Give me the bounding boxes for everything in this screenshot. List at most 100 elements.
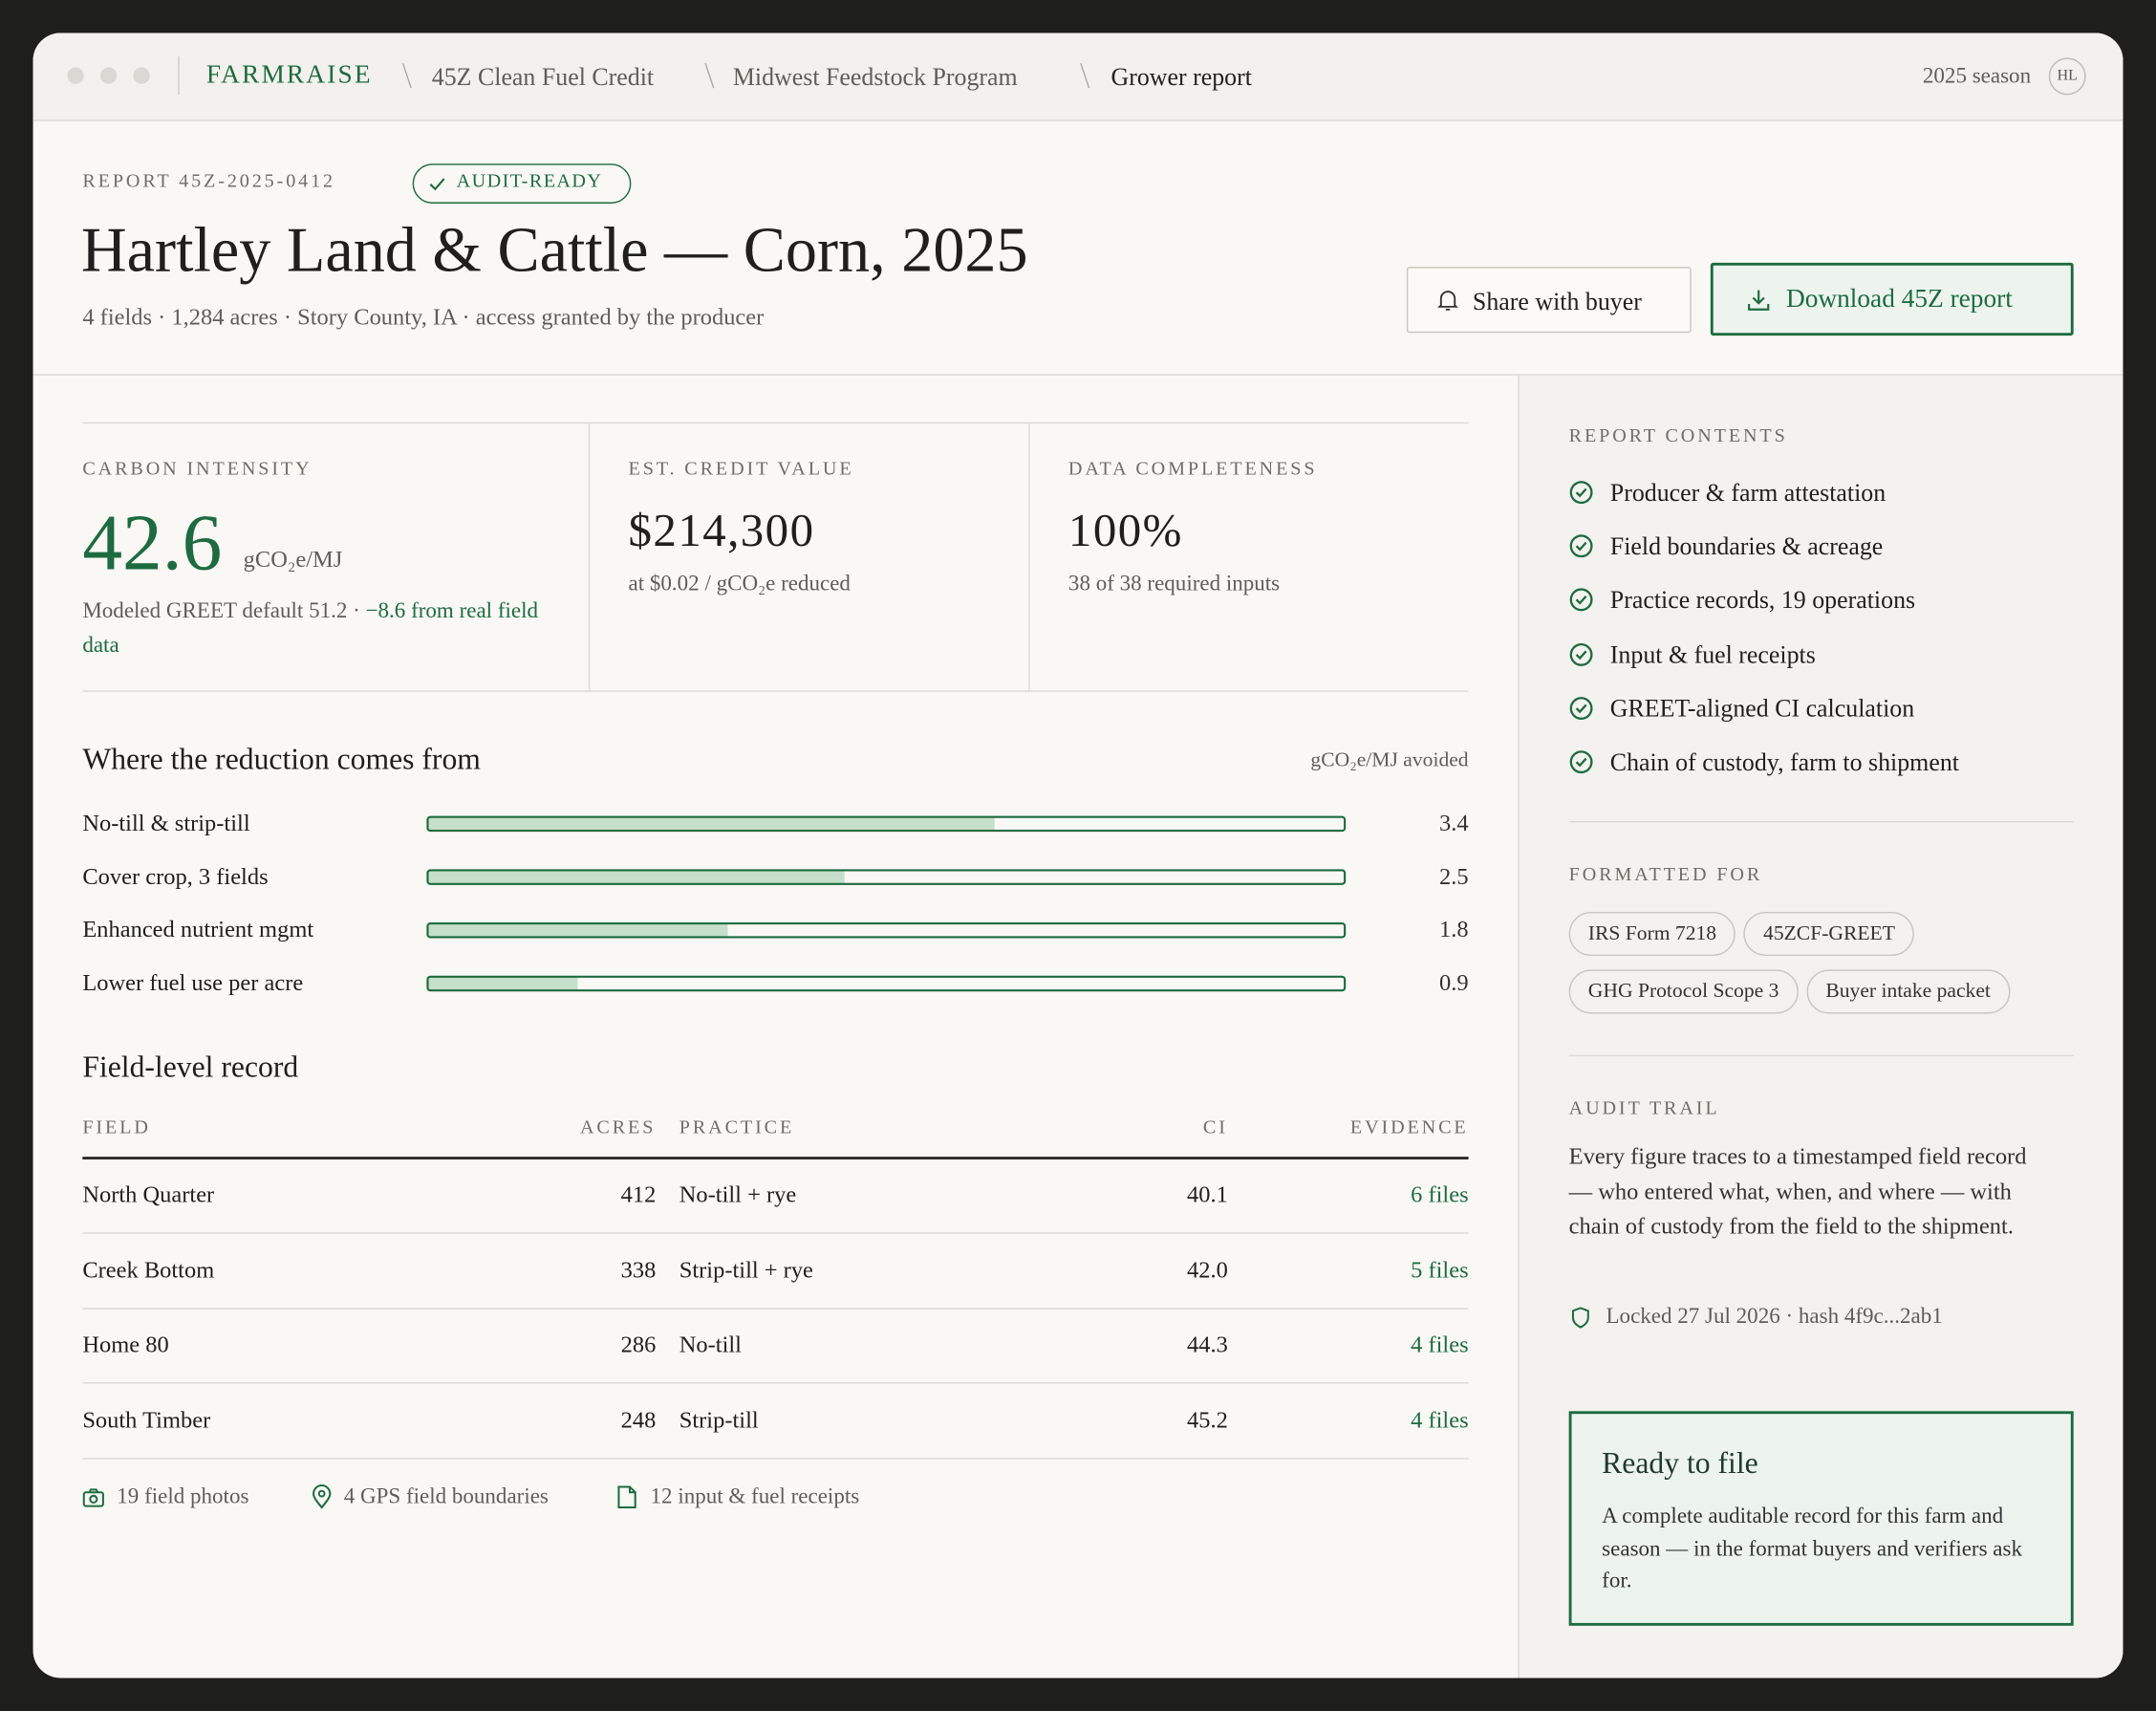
ready-title: Ready to file xyxy=(1602,1445,1758,1481)
practice: No-till xyxy=(679,1331,742,1358)
row-divider xyxy=(82,1457,1469,1459)
ci: 40.1 xyxy=(1187,1181,1228,1208)
sidebar-heading: REPORT CONTENTS xyxy=(1568,426,1788,447)
bar-fill xyxy=(427,923,728,938)
sidebar-divider xyxy=(1568,821,2074,823)
evidence-link[interactable]: 4 files xyxy=(1411,1406,1469,1433)
delta: −8.6 from real field data xyxy=(82,599,539,658)
column-header: CI xyxy=(1202,1117,1228,1139)
metric-label: DATA COMPLETENESS xyxy=(1067,459,1318,481)
format-pills: IRS Form 7218 45ZCF-GREET GHG Protocol Sco… xyxy=(1568,911,2092,1028)
metric-value: 42.6 xyxy=(82,497,223,588)
bar-label: No-till & strip-till xyxy=(82,810,250,836)
bar-value: 0.9 xyxy=(1439,969,1469,996)
header-divider xyxy=(32,374,2124,376)
check-circle-icon xyxy=(1569,534,1593,558)
practice: Strip-till + rye xyxy=(679,1256,813,1283)
check-circle-icon xyxy=(1569,642,1593,666)
report-subtitle: 4 fields · 1,284 acres · Story County, I… xyxy=(82,303,765,331)
ready-box: Ready to file A complete auditable recor… xyxy=(1568,1411,2074,1626)
evidence-item: 12 input & fuel receipts xyxy=(650,1485,860,1509)
bell-icon xyxy=(1437,291,1458,311)
contents-item: Input & fuel receipts xyxy=(1609,639,1816,668)
file-icon xyxy=(617,1485,636,1509)
button-label: Share with buyer xyxy=(1472,287,1642,315)
check-circle-icon xyxy=(1569,481,1593,505)
contents-item: Producer & farm attestation xyxy=(1609,478,1886,507)
metric-value: $214,300 xyxy=(628,506,815,557)
bar-track xyxy=(426,815,1347,833)
row-divider xyxy=(82,1232,1469,1234)
table-header-rule xyxy=(82,1157,1469,1160)
window-dots xyxy=(67,55,180,96)
evidence-link[interactable]: 6 files xyxy=(1411,1181,1469,1208)
evidence-link[interactable]: 4 files xyxy=(1411,1331,1469,1358)
metrics-top-line xyxy=(82,422,1469,424)
download-button[interactable]: Download 45Z report xyxy=(1710,262,2074,336)
download-icon xyxy=(1748,290,1770,311)
bar-label: Lower fuel use per acre xyxy=(82,969,304,996)
bar-label: Enhanced nutrient mgmt xyxy=(82,916,314,943)
column-header: PRACTICE xyxy=(679,1117,795,1139)
check-circle-icon xyxy=(1569,588,1593,612)
metric-note: 38 of 38 required inputs xyxy=(1067,572,1281,596)
bar-fill xyxy=(427,870,845,884)
table-title: Field-level record xyxy=(82,1049,299,1084)
badge: AUDIT-READY xyxy=(412,163,632,204)
row-divider xyxy=(82,1382,1469,1384)
bar-track xyxy=(426,975,1347,992)
reduction-chart xyxy=(426,815,1347,992)
evidence-item: 19 field photos xyxy=(117,1485,249,1509)
top-bar xyxy=(32,32,2124,121)
bar-value: 2.5 xyxy=(1439,863,1469,890)
share-button[interactable]: Share with buyer xyxy=(1406,267,1692,334)
button-label: Download 45Z report xyxy=(1785,284,2013,314)
avatar[interactable]: HL xyxy=(2048,57,2086,96)
acres: 248 xyxy=(620,1406,657,1433)
metric-value: 100% xyxy=(1067,506,1183,557)
bar-value: 3.4 xyxy=(1439,810,1469,836)
column-header: EVIDENCE xyxy=(1349,1117,1469,1139)
practice: Strip-till xyxy=(679,1406,759,1433)
field-name: Home 80 xyxy=(82,1331,169,1358)
bar-label: Cover crop, 3 fields xyxy=(82,863,269,890)
pin-icon xyxy=(313,1484,332,1509)
field-name: Creek Bottom xyxy=(82,1256,215,1283)
ready-text: A complete auditable record for this far… xyxy=(1602,1505,2022,1593)
column-header: ACRES xyxy=(579,1117,657,1139)
bar-track xyxy=(426,922,1347,939)
metric-divider xyxy=(1028,423,1030,691)
check-circle-icon xyxy=(1569,696,1593,720)
chart-unit: gCO₂e/MJ avoided xyxy=(1310,749,1469,772)
badge-label: AUDIT-READY xyxy=(456,171,603,193)
contents-item: Field boundaries & acreage xyxy=(1609,532,1884,560)
report-id: REPORT 45Z-2025-0412 xyxy=(82,171,336,193)
sidebar-heading: AUDIT TRAIL xyxy=(1568,1098,1720,1120)
format-pill: Buyer intake packet xyxy=(1806,969,2011,1014)
breadcrumb[interactable]: 45Z Clean Fuel Credit xyxy=(431,63,655,91)
shield-icon xyxy=(1571,1307,1589,1329)
practice: No-till + rye xyxy=(679,1181,797,1208)
bar-fill xyxy=(427,816,995,832)
note: Modeled GREET default 51.2 · xyxy=(82,599,366,623)
metrics-bottom-line xyxy=(82,690,1469,692)
brand[interactable]: FARMRAISE xyxy=(205,60,373,90)
evidence-link[interactable]: 5 files xyxy=(1411,1256,1469,1283)
row-divider xyxy=(82,1307,1469,1310)
field-name: North Quarter xyxy=(82,1181,215,1208)
camera-icon xyxy=(82,1488,104,1507)
season: 2025 season xyxy=(1922,64,2032,89)
contents-item: GREET-aligned CI calculation xyxy=(1609,694,1915,723)
bar-value: 1.8 xyxy=(1439,916,1469,943)
screen: FARMRAISE 45Z Clean Fuel Credit Midwest … xyxy=(32,32,2124,1679)
format-pill: 45ZCF-GREET xyxy=(1743,911,1915,957)
breadcrumb[interactable]: Midwest Feedstock Program xyxy=(732,63,1018,91)
metric-note: Modeled GREET default 51.2 · −8.6 from r… xyxy=(82,595,550,663)
metric-divider xyxy=(588,423,591,691)
field-name: South Timber xyxy=(82,1406,211,1433)
bar-track xyxy=(426,869,1347,885)
contents-item: Chain of custody, farm to shipment xyxy=(1609,747,1959,776)
report-title: Hartley Land & Cattle — Corn, 2025 xyxy=(80,214,1028,285)
chart-title: Where the reduction comes from xyxy=(82,741,481,776)
